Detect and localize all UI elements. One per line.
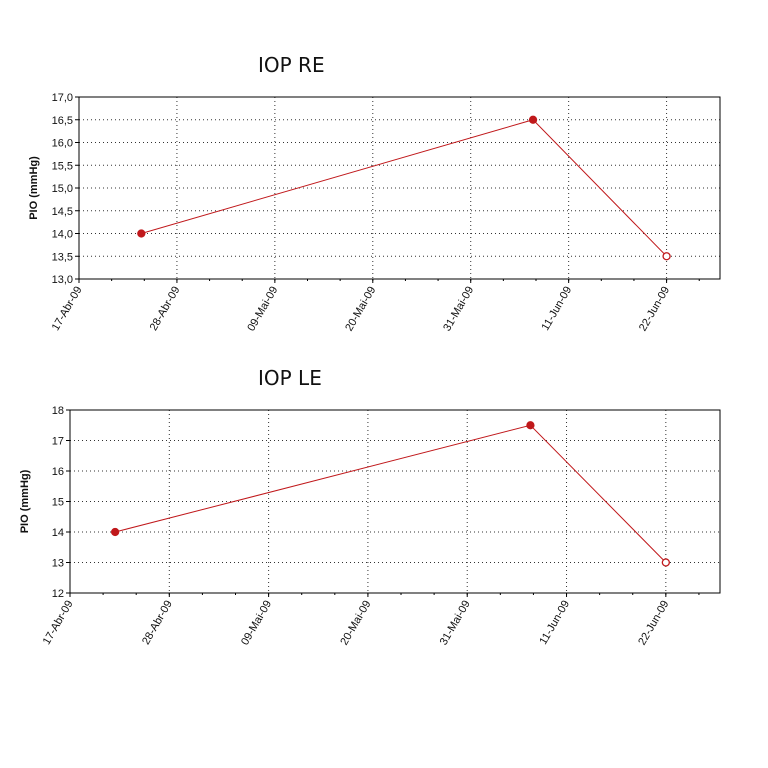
chart-title-re: IOP RE xyxy=(258,53,325,77)
y-tick-label: 16,0 xyxy=(52,138,73,150)
data-point xyxy=(528,115,538,124)
y-tick-label: 16,5 xyxy=(52,115,73,127)
data-point xyxy=(662,252,671,261)
x-tick-label: 17-Abr-09 xyxy=(41,599,76,647)
x-tick-label: 11-Jun-09 xyxy=(537,599,572,647)
y-axis-label: PIO (mmHg) xyxy=(28,156,40,220)
y-tick-label: 17 xyxy=(52,436,64,448)
y-tick-label: 13,5 xyxy=(52,251,73,263)
data-point xyxy=(526,421,535,430)
y-tick-label: 18 xyxy=(52,405,64,417)
y-tick-label: 15,0 xyxy=(52,183,73,195)
x-tick-label: 31-Mai-09 xyxy=(438,599,473,648)
chart-le: 12 13 14 15 16 17 18 17-Abr-09 28-Abr-09 09-Mai-0… xyxy=(19,405,721,648)
plot-frame xyxy=(69,409,721,594)
y-tick-label: 13 xyxy=(52,558,64,570)
y-tick-label: 12 xyxy=(52,588,64,600)
series-line xyxy=(115,424,667,563)
y-tick-label: 16 xyxy=(52,466,64,478)
y-axis-label: PIO (mmHg) xyxy=(19,469,31,533)
y-tick-label: 14,5 xyxy=(52,206,73,218)
y-tick-label: 17,0 xyxy=(52,92,73,104)
x-tick-label: 09-Mai-09 xyxy=(239,599,274,648)
x-tick-label: 28-Abr-09 xyxy=(140,599,175,647)
chart-re: 13,013,514,014,515,015,516,016,517,017-A… xyxy=(28,92,721,333)
x-tick-label: 20-Mai-09 xyxy=(338,599,373,648)
y-tick-label: 14 xyxy=(52,527,64,539)
chart-title-le: IOP LE xyxy=(258,366,322,390)
y-tick-label: 14,0 xyxy=(52,229,73,241)
data-point xyxy=(137,229,146,238)
plot-frame xyxy=(78,96,721,280)
data-point xyxy=(110,527,120,537)
x-tick-label: 22-Jun-09 xyxy=(636,599,671,648)
y-tick-label: 13,0 xyxy=(52,274,73,286)
y-tick-label: 15 xyxy=(52,497,64,509)
y-tick-label: 15,5 xyxy=(52,160,73,172)
data-point xyxy=(661,558,670,567)
